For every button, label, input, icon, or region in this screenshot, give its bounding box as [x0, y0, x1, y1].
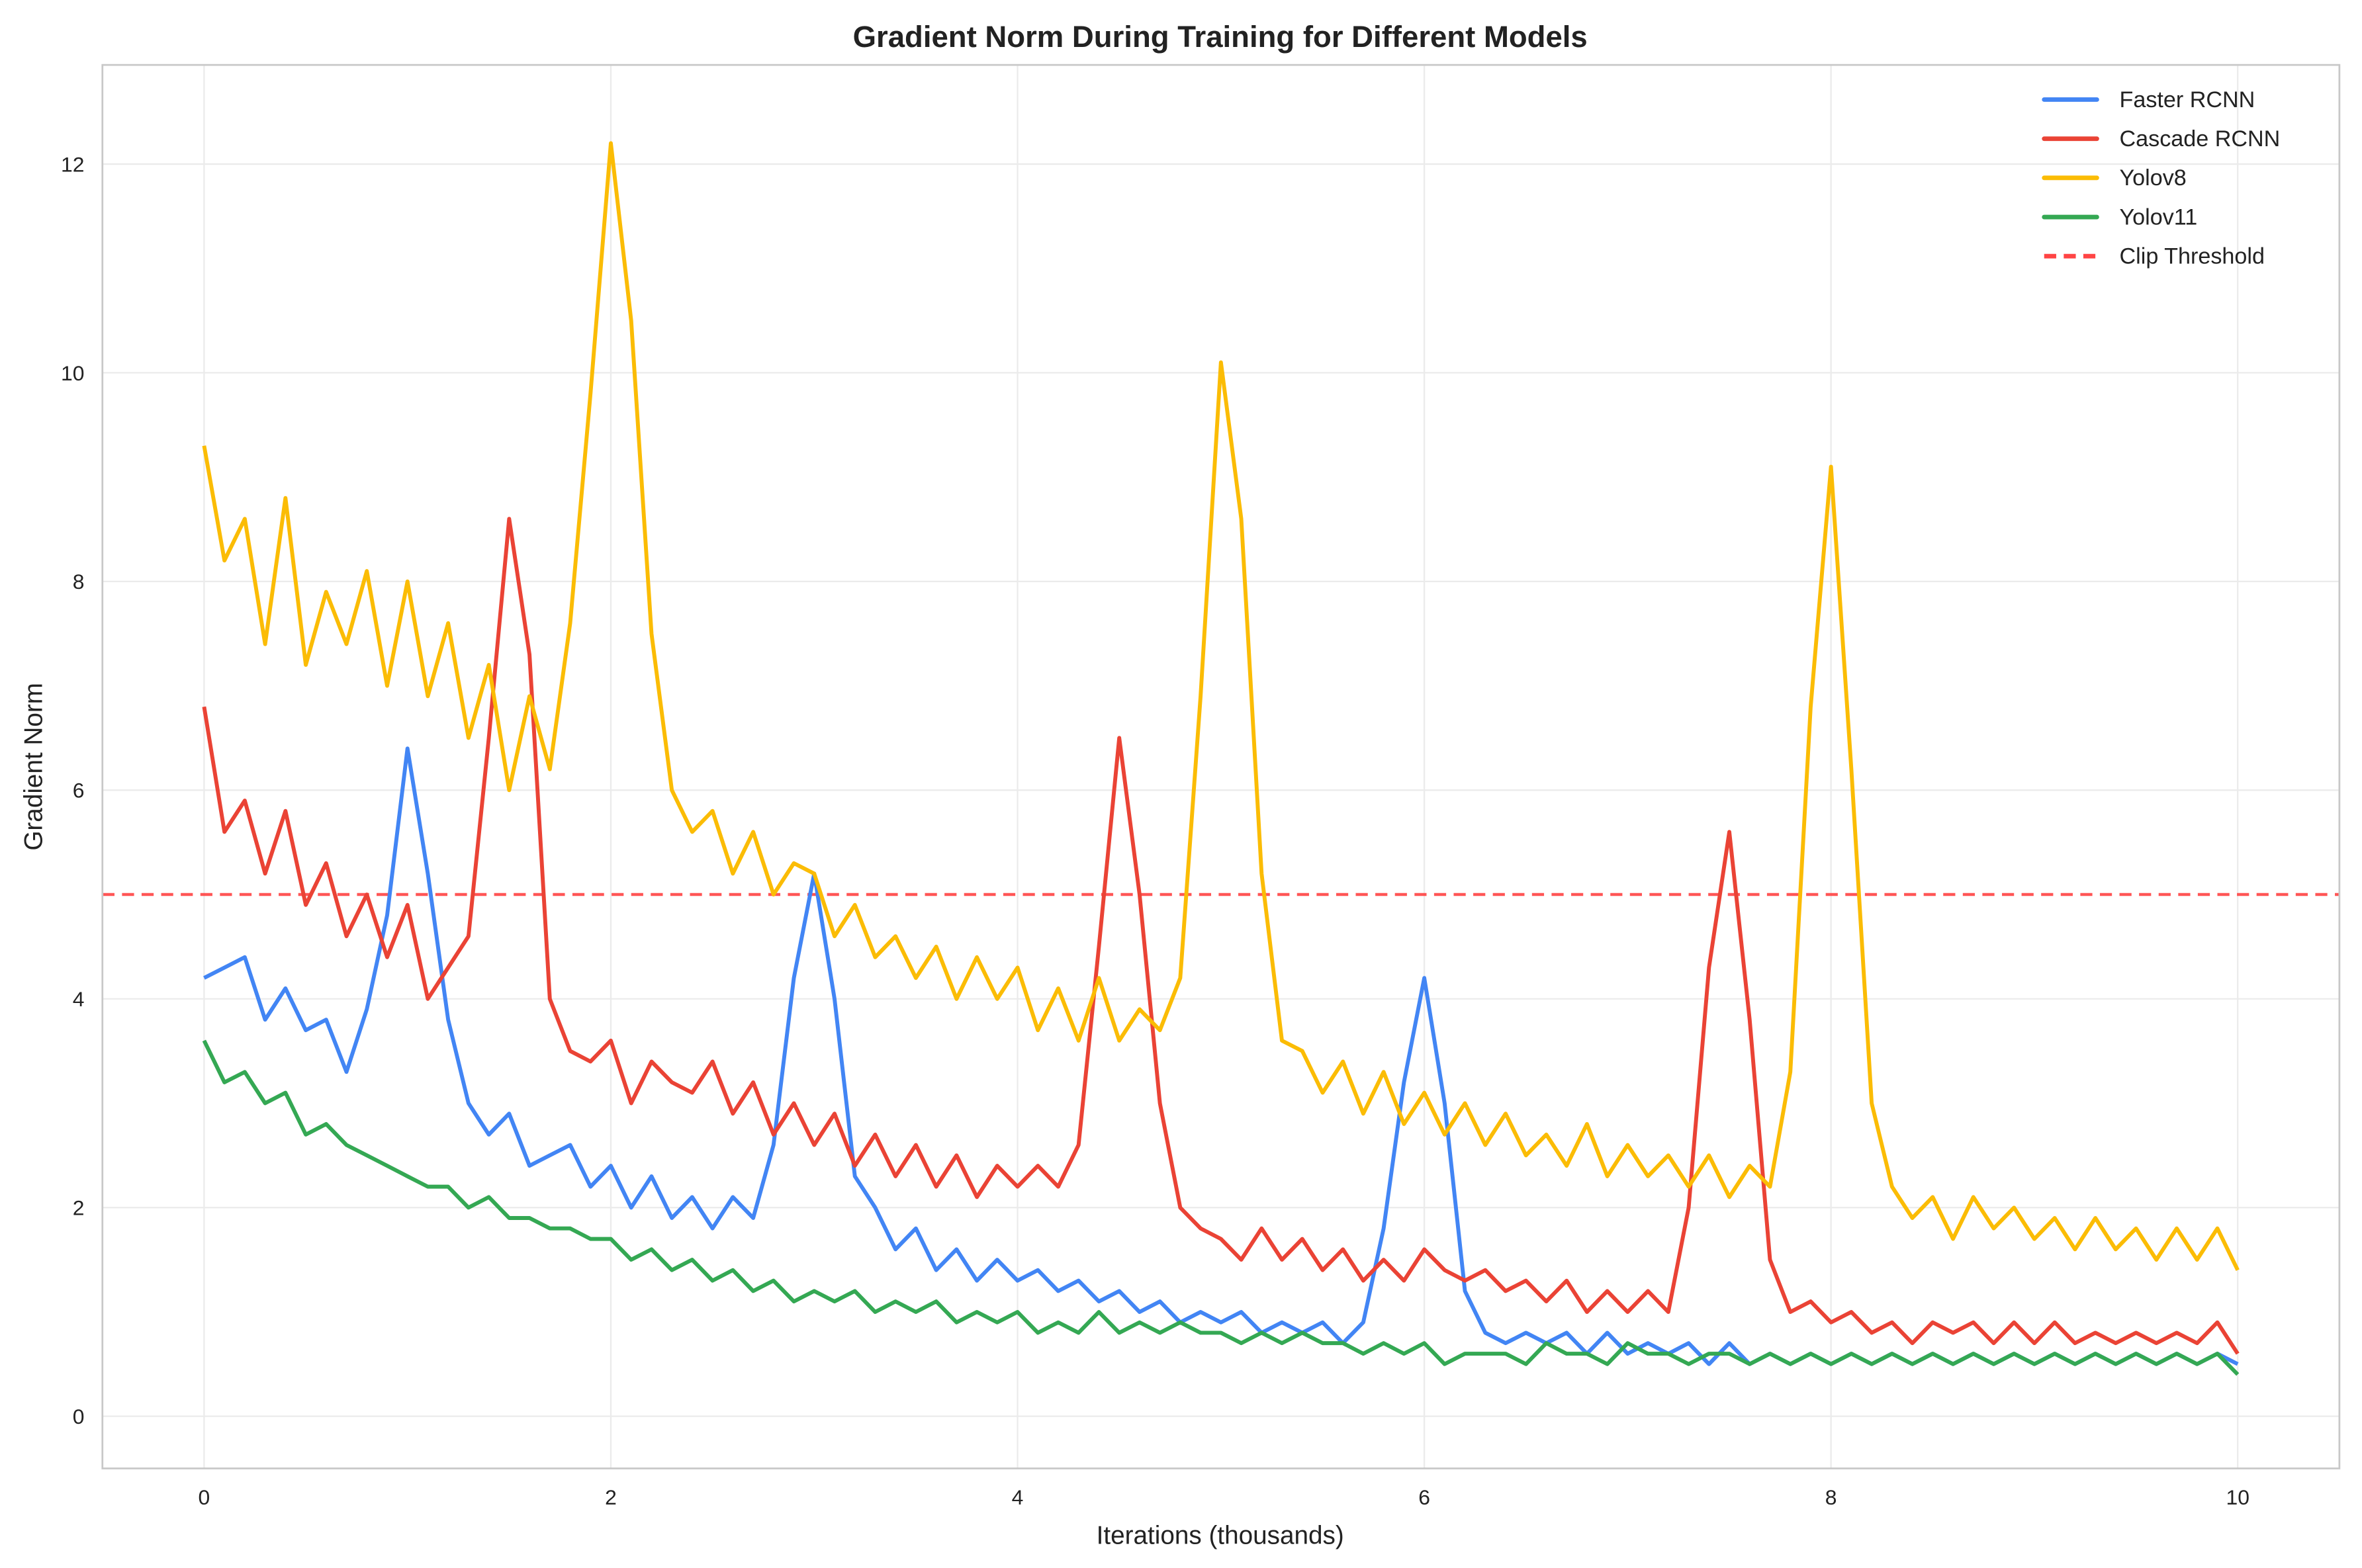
- y-tick-label: 4: [73, 987, 85, 1011]
- tick-labels: 0 2 4 6 8 10 0 2 4 6 8 10 12: [61, 152, 2249, 1509]
- x-tick-label: 6: [1418, 1485, 1430, 1509]
- y-tick-label: 2: [73, 1196, 85, 1220]
- legend-label: Yolov8: [2120, 165, 2187, 191]
- series-line-cascade-rcnn: [202, 517, 2240, 1355]
- y-tick-label: 10: [61, 361, 84, 385]
- series-lines: [202, 141, 2240, 1376]
- y-tick-label: 0: [73, 1405, 85, 1428]
- x-tick-label: 4: [1012, 1485, 1024, 1509]
- y-tick-label: 8: [73, 570, 85, 593]
- series-line-yolov8: [202, 141, 2240, 1272]
- grid: [102, 65, 2339, 1469]
- x-axis-label: Iterations (thousands): [1097, 1521, 1344, 1549]
- y-tick-label: 6: [73, 779, 85, 803]
- x-tick-label: 10: [2226, 1485, 2249, 1509]
- legend-label: Faster RCNN: [2120, 87, 2255, 112]
- chart-title: Gradient Norm During Training for Differ…: [853, 20, 1588, 54]
- x-tick-label: 0: [199, 1485, 210, 1509]
- plot-frame: [101, 64, 2341, 1469]
- x-tick-label: 2: [605, 1485, 617, 1509]
- legend-label: Clip Threshold: [2120, 244, 2265, 269]
- series-line-yolov11: [202, 1039, 2240, 1376]
- y-tick-label: 12: [61, 152, 84, 176]
- legend-label: Cascade RCNN: [2120, 126, 2281, 152]
- legend: Faster RCNN Cascade RCNN Yolov8 Yolov11 Clip…: [2042, 87, 2281, 269]
- y-axis-label: Gradient Norm: [20, 683, 48, 851]
- x-tick-label: 8: [1825, 1485, 1837, 1509]
- legend-label: Yolov11: [2120, 204, 2198, 230]
